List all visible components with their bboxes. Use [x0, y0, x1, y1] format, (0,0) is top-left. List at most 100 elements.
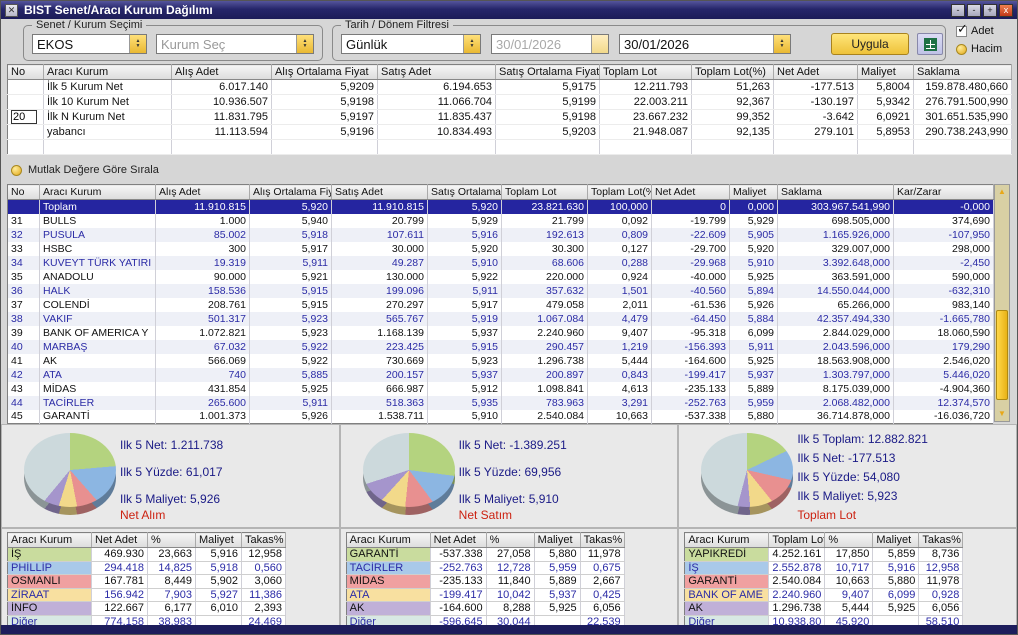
- summary-row[interactable]: [7, 139, 1012, 155]
- hacim-option[interactable]: Hacim: [956, 43, 1002, 55]
- adet-option[interactable]: ✓ Adet: [956, 20, 994, 37]
- detail-row[interactable]: 40 MARBAŞ 67.032 5,922 223.425 5,915 290.457 1,…: [7, 339, 994, 354]
- hacim-radio-icon[interactable]: [956, 43, 967, 55]
- adet-checkbox-icon[interactable]: ✓: [956, 20, 968, 37]
- sort-option[interactable]: Mutlak Değere Göre Sırala: [11, 164, 159, 176]
- bottom-table-row[interactable]: AK 1.296.738 5,444 5,925 6,056: [684, 601, 964, 616]
- column-header[interactable]: Takas%: [241, 532, 286, 548]
- date-to-field[interactable]: 30/01/2026 ▲ ▼: [619, 34, 791, 54]
- column-header[interactable]: %: [147, 532, 196, 548]
- maximize-icon[interactable]: +: [983, 3, 997, 17]
- column-header[interactable]: Alış Adet: [155, 184, 250, 200]
- column-header[interactable]: Toplam Lot(%): [691, 64, 774, 80]
- column-header[interactable]: Alış Adet: [171, 64, 272, 80]
- bottom-table-row[interactable]: MİDAS -235.133 11,840 5,889 2,667: [346, 574, 625, 589]
- detail-row[interactable]: 33 HSBC 300 5,917 30.000 5,920 30.300 0,127 -29.…: [7, 241, 994, 256]
- column-header[interactable]: Takas%: [580, 532, 625, 548]
- column-header[interactable]: Toplam Lot(%: [587, 184, 652, 200]
- detail-row[interactable]: 42 ATA 740 5,885 200.157 5,937 200.897 0,843 -19…: [7, 367, 994, 382]
- column-header[interactable]: Net Adet: [651, 184, 730, 200]
- detail-row[interactable]: 45 GARANTİ 1.001.373 5,926 1.538.711 5,910 2.5…: [7, 409, 994, 424]
- window-close-icon[interactable]: x: [999, 3, 1013, 17]
- column-header[interactable]: Satış Ortalama Fiyat: [495, 64, 600, 80]
- detail-row[interactable]: 43 MİDAS 431.854 5,925 666.987 5,912 1.098.841…: [7, 381, 994, 396]
- bottom-table-row[interactable]: TACİRLER -252.763 12,728 5,959 0,675: [346, 561, 625, 575]
- detail-row[interactable]: 39 BANK OF AMERICA Y 1.072.821 5,923 1.168.1…: [7, 325, 994, 340]
- bottom-table-row[interactable]: PHİLLİP 294.418 14,825 5,918 0,560: [7, 561, 286, 575]
- column-header[interactable]: Alış Ortalama Fiy: [249, 184, 332, 200]
- column-header[interactable]: Takas%: [918, 532, 964, 548]
- detail-row[interactable]: 36 HALK 158.536 5,915 199.096 5,911 357.632 1,5…: [7, 283, 994, 298]
- column-header[interactable]: Aracı Kurum: [43, 64, 172, 80]
- column-header[interactable]: Maliyet: [195, 532, 242, 548]
- period-select-arrows-icon[interactable]: ▲ ▼: [463, 35, 480, 53]
- detail-row[interactable]: 37 COLENDİ 208.761 5,915 270.297 5,917 479.058…: [7, 297, 994, 312]
- bottom-table-row[interactable]: OSMANLI 167.781 8,449 5,902 3,060: [7, 574, 286, 589]
- column-header[interactable]: Maliyet: [872, 532, 920, 548]
- detail-row[interactable]: 31 BULLS 1.000 5,940 20.799 5,929 21.799 0,092-…: [7, 213, 994, 228]
- detail-row[interactable]: 32 PUSULA 85.002 5,918 107.611 5,916 192.613 0,…: [7, 227, 994, 242]
- symbol-select-arrows-icon[interactable]: ▲ ▼: [129, 35, 146, 53]
- column-header[interactable]: %: [824, 532, 874, 548]
- column-header[interactable]: Alış Ortalama Fiyat: [271, 64, 378, 80]
- column-header[interactable]: Toplam Lot: [501, 184, 588, 200]
- detail-row[interactable]: 34 KUVEYT TÜRK YATIRI 19.319 5,911 49.287 5,9…: [7, 255, 994, 270]
- close-icon[interactable]: ✕: [5, 3, 18, 17]
- column-header[interactable]: Kar/Zarar: [893, 184, 994, 200]
- detail-total-row[interactable]: Toplam 11.910.815 5,920 11.910.815 5,920 23.8…: [7, 199, 994, 214]
- column-header[interactable]: Saklama: [913, 64, 1012, 80]
- bottom-table-row[interactable]: BANK OF AME 2.240.960 9,407 6,099 0,928: [684, 588, 964, 602]
- symbol-select[interactable]: EKOS ▲ ▼: [32, 34, 147, 54]
- column-header[interactable]: Toplam Lot: [768, 532, 826, 548]
- scroll-thumb[interactable]: [996, 310, 1008, 400]
- n-kurum-input[interactable]: [11, 110, 37, 124]
- summary-row[interactable]: İlk N Kurum Net11.831.7955,919711.835.43…: [7, 109, 1012, 125]
- bottom-table-row[interactable]: YAPIKREDİ 4.252.161 17,850 5,859 8,736: [684, 547, 964, 562]
- broker-select-arrows-icon[interactable]: ▲ ▼: [296, 35, 313, 53]
- column-header[interactable]: Maliyet: [534, 532, 581, 548]
- bottom-table-row[interactable]: ATA -199.417 10,042 5,937 0,425: [346, 588, 625, 602]
- column-header[interactable]: Aracı Kurum: [346, 532, 431, 548]
- restore-icon[interactable]: -: [967, 3, 981, 17]
- column-header[interactable]: Toplam Lot: [599, 64, 692, 80]
- apply-button[interactable]: Uygula: [831, 33, 909, 55]
- summary-row[interactable]: İlk 10 Kurum Net 10.936.507 5,9198 11.066.7…: [7, 94, 1012, 110]
- bottom-table-row[interactable]: ZİRAAT 156.942 7,903 5,927 11,386: [7, 588, 286, 602]
- bottom-table-row[interactable]: AK -164.600 8,288 5,925 6,056: [346, 601, 625, 616]
- bottom-table-row[interactable]: İŞ 469.930 23,663 5,916 12,958: [7, 547, 286, 562]
- column-header[interactable]: Saklama: [777, 184, 894, 200]
- scroll-down-icon[interactable]: ▼: [998, 409, 1006, 418]
- column-header[interactable]: Aracı Kurum: [39, 184, 156, 200]
- period-select[interactable]: Günlük ▲ ▼: [341, 34, 481, 54]
- column-header[interactable]: No: [7, 184, 40, 200]
- broker-select[interactable]: Kurum Seç ▲ ▼: [156, 34, 314, 54]
- summary-row[interactable]: yabancı 11.113.594 5,9196 10.834.493 5,9203 2…: [7, 124, 1012, 140]
- bottom-table-row[interactable]: İNFO 122.667 6,177 6,010 2,393: [7, 601, 286, 616]
- column-header[interactable]: Net Adet: [773, 64, 858, 80]
- column-header[interactable]: Maliyet: [857, 64, 914, 80]
- detail-row[interactable]: 44 TACİRLER 265.600 5,911 518.363 5,935 783.96…: [7, 395, 994, 410]
- column-header[interactable]: Maliyet: [729, 184, 778, 200]
- column-header[interactable]: %: [486, 532, 535, 548]
- bottom-table-row[interactable]: GARANTİ 2.540.084 10,663 5,880 11,978: [684, 574, 964, 589]
- detail-row[interactable]: 41 AK 566.069 5,922 730.669 5,923 1.296.738 5,4…: [7, 353, 994, 368]
- minimize-icon[interactable]: -: [951, 3, 965, 17]
- scroll-up-icon[interactable]: ▲: [998, 187, 1006, 196]
- column-header[interactable]: Net Adet: [430, 532, 487, 548]
- detail-row[interactable]: 35 ANADOLU 90.000 5,921 130.000 5,922 220.000 0…: [7, 269, 994, 284]
- detail-row[interactable]: 38 VAKIF 501.317 5,923 565.767 5,919 1.067.084…: [7, 311, 994, 326]
- sort-radio-icon[interactable]: [11, 164, 22, 176]
- column-header[interactable]: Aracı Kurum: [7, 532, 92, 548]
- column-header[interactable]: Satış Ortalama Fi: [427, 184, 502, 200]
- bottom-table-row[interactable]: İŞ 2.552.878 10,717 5,916 12,958: [684, 561, 964, 575]
- export-excel-button[interactable]: [917, 33, 943, 55]
- detail-scrollbar[interactable]: ▲ ▼: [994, 184, 1010, 422]
- column-header[interactable]: Net Adet: [91, 532, 148, 548]
- summary-row[interactable]: İlk 5 Kurum Net 6.017.140 5,9209 6.194.653 5…: [7, 79, 1012, 95]
- date-to-arrows-icon[interactable]: ▲ ▼: [773, 35, 790, 53]
- column-header[interactable]: Satış Adet: [331, 184, 428, 200]
- column-header[interactable]: No: [7, 64, 44, 80]
- column-header[interactable]: Aracı Kurum: [684, 532, 770, 548]
- bottom-table-row[interactable]: GARANTİ -537.338 27,058 5,880 11,978: [346, 547, 625, 562]
- column-header[interactable]: Satış Adet: [377, 64, 496, 80]
